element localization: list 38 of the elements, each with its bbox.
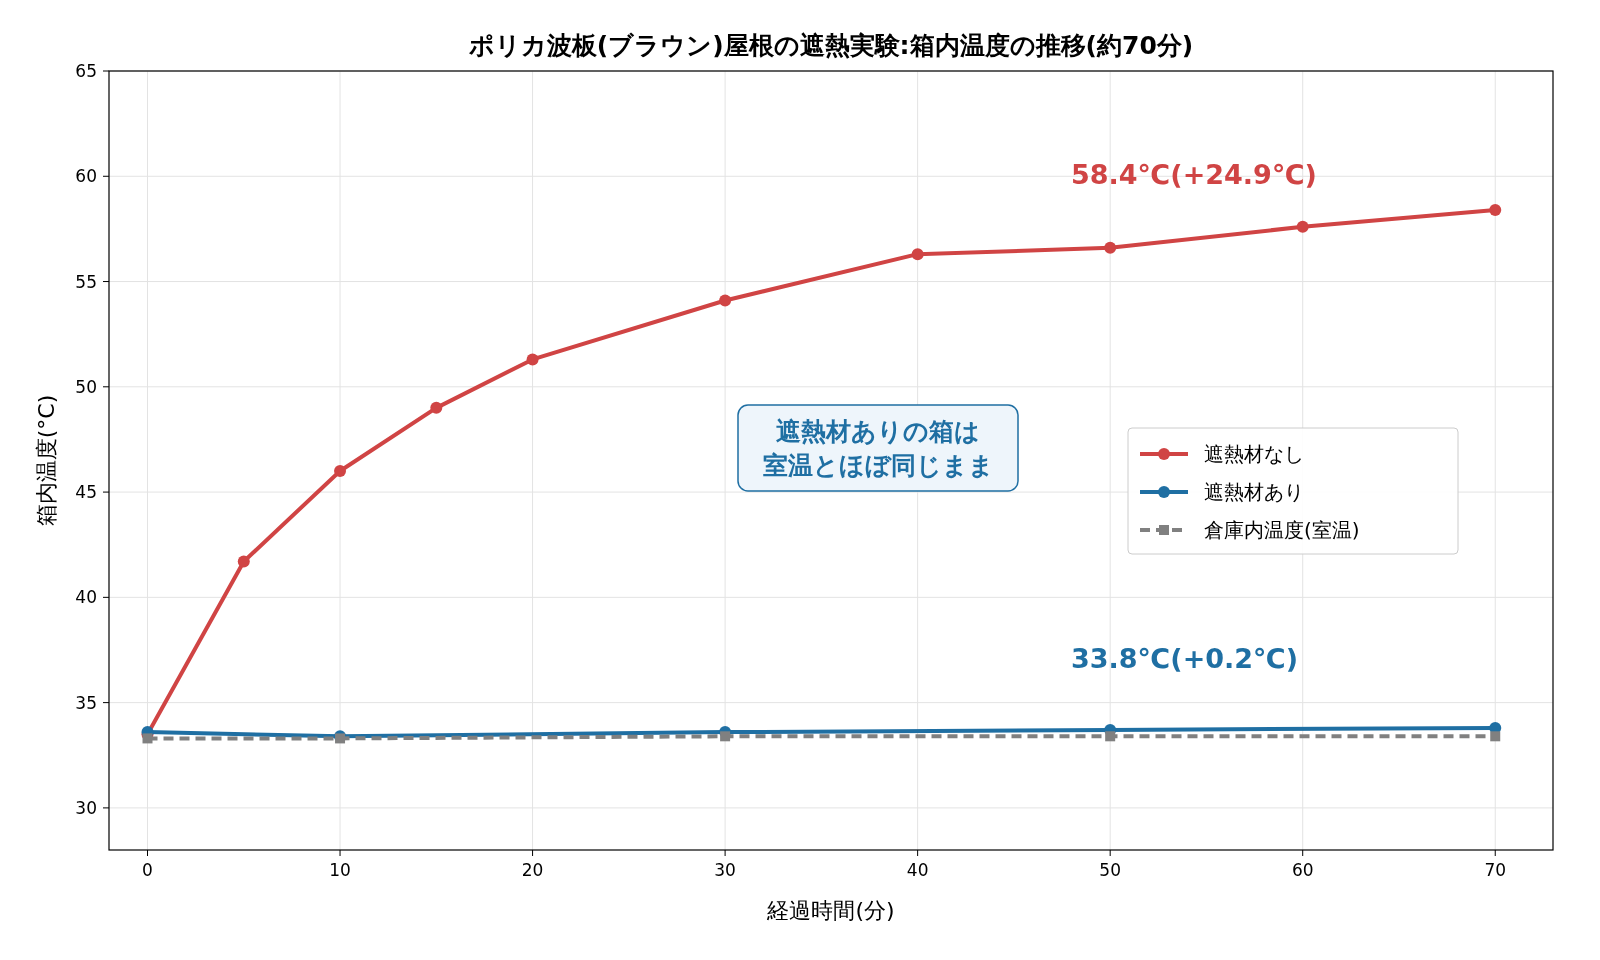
legend-label: 倉庫内温度(室温) (1204, 518, 1360, 542)
y-tick-label: 35 (75, 692, 97, 713)
x-tick-label: 10 (329, 860, 351, 880)
x-tick-label: 70 (1484, 860, 1507, 880)
point (142, 733, 153, 744)
legend-label: 遮熱材なし (1204, 442, 1304, 466)
point (526, 353, 539, 366)
legend-label: 遮熱材あり (1204, 480, 1304, 504)
point (1104, 241, 1117, 254)
point (1105, 731, 1116, 742)
y-tick-label: 40 (75, 587, 97, 608)
y-axis-title: 箱内温度(°C) (34, 394, 59, 527)
point (720, 731, 731, 742)
x-tick-label: 0 (142, 860, 153, 880)
x-tick-label: 20 (521, 860, 544, 880)
point (430, 401, 443, 414)
point (1489, 203, 1502, 216)
x-axis-title: 経過時間(分) (766, 898, 895, 923)
y-tick-label: 65 (75, 61, 97, 81)
point (1490, 731, 1501, 742)
y-tick-label: 45 (75, 482, 97, 503)
x-tick-label: 30 (714, 860, 736, 880)
annotation: 33.8℃(+0.2℃) (1071, 643, 1299, 674)
point (1296, 220, 1309, 233)
y-tick-label: 60 (75, 166, 97, 187)
annotation: 遮熱材ありの箱は室温とほぼ同じまま (762, 417, 994, 480)
x-tick-label: 40 (906, 860, 929, 880)
chart-title: ポリカ波板(ブラウン)屋根の遮熱実験:箱内温度の推移(約70分) (467, 31, 1194, 60)
point (719, 294, 732, 307)
point (237, 555, 250, 568)
annotation: 58.4℃(+24.9℃) (1071, 159, 1317, 190)
point (911, 248, 924, 261)
y-tick-label: 50 (75, 376, 97, 397)
point (334, 465, 347, 478)
y-tick-label: 30 (75, 797, 97, 818)
x-tick-label: 60 (1291, 860, 1314, 880)
y-tick-label: 55 (75, 271, 97, 292)
x-tick-label: 50 (1099, 860, 1121, 880)
